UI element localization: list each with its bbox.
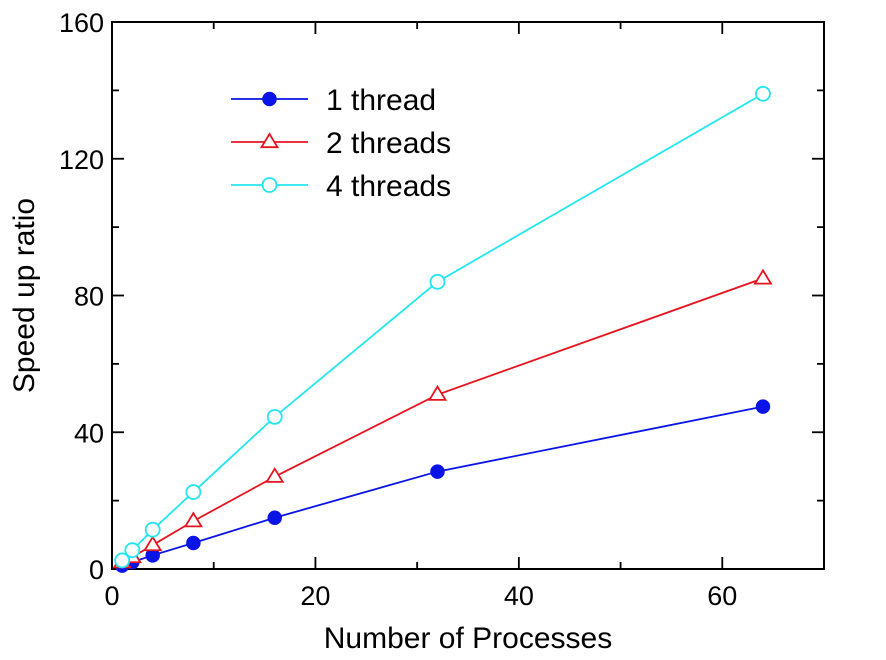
legend-entry-4-threads: 4 threads	[231, 170, 451, 203]
legend-label: 4 threads	[326, 170, 451, 203]
data-point-4-threads	[266, 408, 283, 425]
series-line-4-threads	[121, 93, 764, 562]
y-tick-label: 40	[74, 418, 104, 448]
y-tick-label: 160	[59, 8, 104, 38]
x-tick-label: 20	[300, 581, 330, 611]
legend-label: 2 threads	[326, 127, 451, 160]
y-tick-label: 80	[74, 282, 104, 312]
y-tick-label: 0	[89, 555, 104, 585]
x-axis-title: Number of Processes	[324, 622, 612, 655]
series-line-2-threads	[121, 277, 764, 563]
series-2-threads	[112, 268, 773, 569]
axes: 0 20 40 60 0 40 80 120 160	[59, 8, 825, 611]
series-1-thread	[114, 399, 771, 573]
data-point-2-threads	[143, 535, 163, 552]
data-point-2-threads	[753, 268, 773, 285]
data-point-4-threads	[185, 484, 202, 500]
legend-entry-2-threads: 2 threads	[231, 127, 451, 160]
data-point-1-thread	[267, 510, 282, 525]
y-axis-title: Speed up ratio	[8, 198, 41, 393]
legend-marker	[261, 177, 278, 193]
legend-label: 1 thread	[326, 84, 436, 117]
data-point-4-threads	[114, 552, 131, 569]
data-point-4-threads	[429, 273, 446, 290]
legend: 1 thread 2 threads 4 threads	[231, 84, 451, 203]
legend-entry-1-thread: 1 thread	[231, 84, 436, 117]
series-line-1-thread	[121, 405, 764, 567]
x-tick-label: 60	[707, 581, 737, 611]
x-tick-label: 0	[104, 581, 119, 611]
data-point-1-thread	[186, 535, 201, 551]
data-point-2-threads	[427, 384, 448, 401]
series-layer	[112, 85, 773, 573]
data-point-1-thread	[430, 464, 445, 479]
data-point-4-threads	[124, 542, 141, 559]
data-point-4-threads	[755, 85, 771, 102]
legend-marker	[259, 132, 280, 149]
series-4-threads	[114, 85, 771, 569]
y-tick-label: 120	[59, 145, 104, 175]
legend-marker	[262, 91, 277, 107]
data-point-1-thread	[755, 399, 771, 414]
data-point-4-threads	[144, 521, 161, 538]
data-point-2-threads	[183, 511, 203, 528]
x-tick-label: 40	[504, 581, 534, 611]
data-point-2-threads	[265, 466, 285, 483]
